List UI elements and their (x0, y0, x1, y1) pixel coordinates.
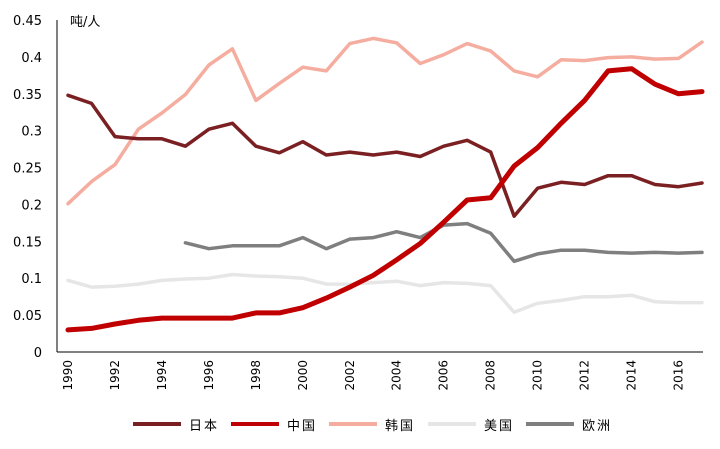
series-line (65, 66, 705, 333)
legend-swatch (526, 422, 574, 426)
legend-label: 韩国 (385, 418, 416, 434)
x-tick-label: 1992 (108, 360, 122, 391)
y-tick-label: 0.05 (13, 309, 42, 324)
y-unit-label: 吨/人 (70, 15, 100, 30)
x-tick-label: 2008 (484, 360, 498, 391)
legend-label: 中国 (287, 418, 318, 434)
legend-item: 日本 (133, 412, 219, 436)
y-tick-label: 0.15 (13, 235, 42, 250)
legend: 日本 中国 韩国 美国 欧洲 (0, 412, 720, 436)
y-tick-label: 0.25 (13, 162, 42, 177)
legend-item: 美国 (428, 412, 514, 436)
series-line (66, 272, 704, 314)
x-tick-label: 2002 (343, 360, 357, 391)
series-lines (65, 36, 705, 333)
x-tick-label: 2006 (437, 360, 451, 391)
line-chart: 吨/人 0.45 0.4 0.35 0.3 0.25 0.2 0.15 0.1 0.05 0 19… (13, 14, 705, 391)
x-tick-label: 2014 (625, 360, 639, 391)
series-line (66, 36, 704, 206)
y-tick-label: 0.35 (13, 88, 42, 103)
legend-label: 日本 (189, 418, 220, 434)
x-tick-label: 2010 (531, 360, 545, 391)
x-tick-label: 2012 (578, 360, 592, 391)
legend-swatch (231, 422, 279, 426)
x-tick-label: 1996 (202, 360, 216, 391)
series-line (183, 221, 704, 264)
y-tick-label: 0 (34, 346, 42, 361)
x-tick-label: 2016 (672, 360, 686, 391)
x-tick-label: 1990 (61, 360, 75, 391)
y-tick-label: 0.3 (21, 125, 42, 140)
x-tick-label: 1998 (249, 360, 263, 391)
legend-swatch (133, 422, 181, 426)
y-tick-label: 0.2 (21, 198, 42, 213)
y-tick-labels: 0.45 0.4 0.35 0.3 0.25 0.2 0.15 0.1 0.05 0 (13, 14, 42, 361)
x-tick-labels: 1990 1992 1994 1996 1998 2000 2002 2004 2006 2008… (61, 360, 686, 391)
legend-item: 中国 (231, 412, 317, 436)
legend-label: 美国 (484, 418, 515, 434)
x-tick-label: 2004 (390, 360, 404, 391)
series-line (66, 93, 704, 218)
legend-item: 韩国 (329, 412, 415, 436)
x-tick-label: 2000 (296, 360, 310, 391)
x-tick-label: 1994 (155, 360, 169, 391)
legend-item: 欧洲 (526, 412, 612, 436)
y-tick-label: 0.45 (13, 14, 42, 29)
legend-swatch (428, 422, 476, 426)
y-tick-label: 0.1 (21, 272, 42, 287)
y-tick-label: 0.4 (21, 51, 42, 66)
legend-label: 欧洲 (582, 418, 613, 434)
legend-swatch (329, 422, 377, 426)
